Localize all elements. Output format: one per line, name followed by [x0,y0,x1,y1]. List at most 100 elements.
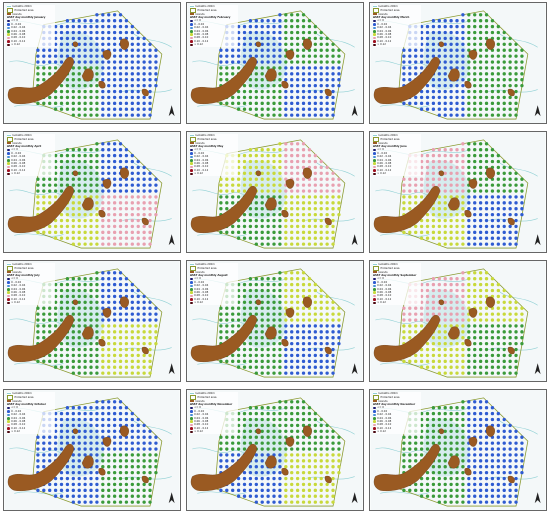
grid-point [443,159,447,164]
grid-point [319,494,323,498]
grid-point [148,435,152,439]
grid-point [408,78,412,82]
grid-point [484,212,489,217]
grid-point [148,429,152,433]
grid-point [467,423,471,428]
grid-point [248,294,253,299]
grid-point [313,494,317,498]
grid-point [107,36,111,41]
grid-point [307,359,312,363]
grid-point [83,230,87,234]
grid-point [301,470,306,475]
grid-point [449,470,453,475]
grid-point [83,312,87,316]
grid-point [414,324,418,328]
grid-point [295,153,300,158]
grid-point [236,177,241,181]
grid-point [130,107,134,111]
grid-point [514,447,518,451]
grid-point [331,201,335,205]
grid-point [272,177,276,181]
grid-point [101,288,105,293]
grid-point [89,406,93,410]
grid-point [272,95,276,100]
grid-point [319,113,323,117]
grid-point [95,153,99,158]
grid-point [118,271,123,275]
grid-point [107,13,111,17]
grid-point [425,411,430,416]
grid-point [508,113,512,117]
grid-point [130,294,134,299]
grid-point [260,459,264,463]
grid-point [301,336,306,340]
grid-point [89,277,93,281]
map-panel: Isobaths 200m Protected area Islands ΔSST d… [3,2,181,124]
grid-point [266,113,270,117]
grid-point [496,24,500,29]
grid-point [425,30,430,35]
grid-point [77,411,81,416]
grid-point [107,324,111,328]
grid-point [443,488,447,492]
grid-point [231,324,235,328]
grid-point [467,359,471,363]
grid-point [101,171,105,175]
legend-class: 0.10 - 0.12 [7,169,55,172]
grid-point [260,353,264,358]
grid-point [219,453,223,457]
class-label: 0.10 - 0.12 [194,39,209,43]
legend-protected-label: Protected area [197,266,217,270]
grid-point [431,306,436,310]
grid-point [260,165,264,170]
class-swatch [373,406,376,410]
grid-point [419,476,424,481]
grid-point [337,465,341,469]
grid-point [443,447,447,451]
grid-point [77,230,81,234]
grid-point [478,48,483,52]
grid-point [284,336,288,340]
grid-point [449,19,453,23]
grid-point [112,488,117,492]
grid-point [118,488,123,492]
grid-point [402,324,406,328]
grid-point [248,417,253,422]
island [264,68,277,82]
grid-point [136,324,140,328]
grid-point [467,201,471,205]
class-swatch [373,169,376,172]
grid-point [295,277,300,281]
grid-point [455,159,459,164]
grid-point [484,500,489,504]
grid-point [514,465,518,469]
grid-point [272,470,276,475]
grid-point [313,212,317,217]
grid-point [408,465,412,469]
grid-point [71,212,75,217]
grid-point [278,195,282,199]
grid-point [278,482,282,487]
grid-point [331,300,335,304]
class-swatch [373,420,376,424]
grid-point [130,171,134,175]
grid-point [467,159,471,164]
grid-point [248,89,253,94]
grid-point [514,459,518,463]
legend-isobath: Isobaths 200m [190,392,238,395]
grid-point [319,101,323,106]
grid-point [313,441,317,445]
grid-point [48,324,52,328]
grid-point [331,207,335,211]
grid-point [402,207,406,211]
grid-point [408,101,412,106]
grid-point [319,470,323,475]
grid-point [36,183,40,187]
grid-point [89,411,93,416]
grid-point [266,95,270,100]
class-swatch [7,19,10,23]
class-swatch [373,427,376,430]
grid-point [331,230,335,234]
grid-point [83,359,87,363]
grid-point [278,341,282,346]
